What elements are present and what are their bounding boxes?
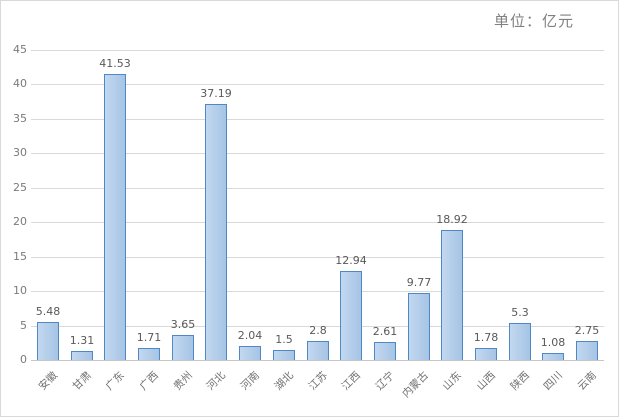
bar-value-label: 1.71 — [136, 331, 162, 344]
bar-value-label: 41.53 — [99, 57, 131, 70]
y-axis-tick-label: 20 — [13, 215, 27, 228]
bar-四川 — [542, 353, 564, 360]
bar-value-label: 2.8 — [309, 324, 327, 337]
chart-unit-title: 单位：亿元 — [493, 12, 574, 30]
y-axis-tick-label: 10 — [13, 284, 27, 297]
gridline — [31, 222, 604, 223]
bar-内蒙古 — [408, 293, 430, 360]
bar-山西 — [475, 348, 497, 360]
y-axis-tick-label: 5 — [20, 319, 27, 332]
bar-河南 — [239, 346, 261, 360]
bar-江苏 — [307, 341, 329, 360]
bar-贵州 — [172, 335, 194, 360]
bar-value-label: 2.75 — [574, 324, 600, 337]
bar-value-label: 5.3 — [511, 306, 529, 319]
bar-陕西 — [509, 323, 531, 360]
gridline — [31, 257, 604, 258]
y-axis-tick-label: 15 — [13, 250, 27, 263]
bar-value-label: 12.94 — [335, 254, 367, 267]
bar-value-label: 1.31 — [69, 334, 95, 347]
gridline — [31, 326, 604, 327]
bar-安徽 — [37, 322, 59, 360]
bar-山东 — [441, 230, 463, 360]
gridline — [31, 188, 604, 189]
bar-云南 — [576, 341, 598, 360]
gridline — [31, 153, 604, 154]
bar-value-label: 37.19 — [200, 87, 232, 100]
bar-广东 — [104, 74, 126, 360]
y-axis-tick-label: 35 — [13, 112, 27, 125]
bar-value-label: 3.65 — [170, 318, 196, 331]
y-axis-tick-label: 25 — [13, 181, 27, 194]
bar-value-label: 18.92 — [436, 213, 468, 226]
bar-江西 — [340, 271, 362, 360]
bar-value-label: 1.5 — [275, 333, 293, 346]
bar-甘肃 — [71, 351, 93, 360]
gridline — [31, 291, 604, 292]
gridline — [31, 84, 604, 85]
y-axis-tick-label: 0 — [20, 353, 27, 366]
bar-value-label: 1.78 — [473, 331, 499, 344]
bar-辽宁 — [374, 342, 396, 360]
bar-河北 — [205, 104, 227, 360]
bar-value-label: 9.77 — [406, 276, 432, 289]
bar-value-label: 2.04 — [237, 329, 263, 342]
x-axis-line — [31, 360, 604, 361]
bar-value-label: 5.48 — [35, 305, 61, 318]
gridline — [31, 50, 604, 51]
y-axis-tick-label: 30 — [13, 146, 27, 159]
bar-湖北 — [273, 350, 295, 360]
bar-广西 — [138, 348, 160, 360]
y-axis-tick-label: 45 — [13, 43, 27, 56]
bar-value-label: 2.61 — [372, 325, 398, 338]
bar-value-label: 1.08 — [540, 336, 566, 349]
y-axis-tick-label: 40 — [13, 77, 27, 90]
gridline — [31, 119, 604, 120]
